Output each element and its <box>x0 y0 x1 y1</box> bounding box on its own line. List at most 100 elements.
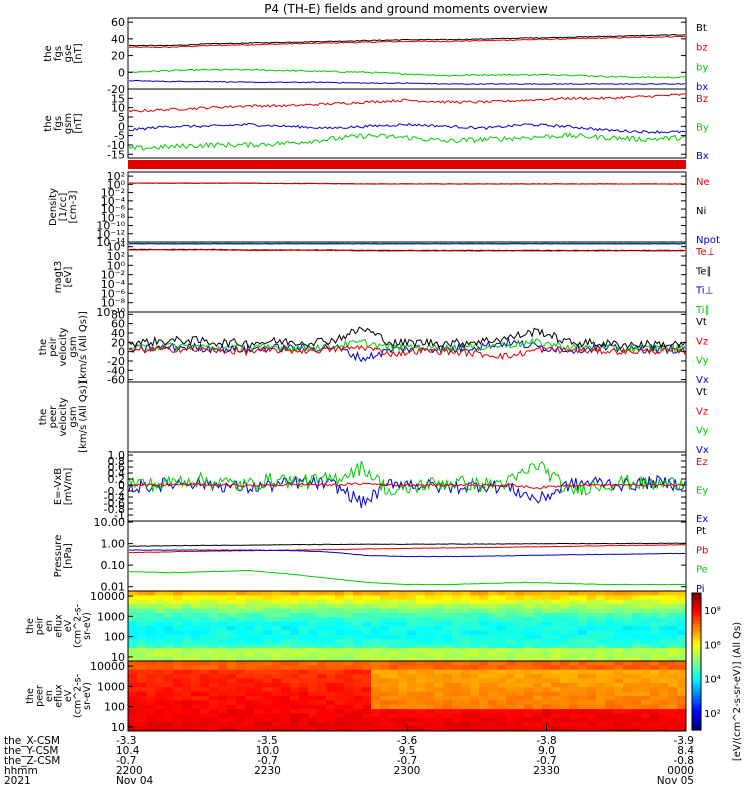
spectrogram-cell <box>299 709 309 714</box>
spectrogram-cell <box>407 595 417 600</box>
spectrogram-cell <box>497 718 507 723</box>
spectrogram-cell <box>245 705 255 710</box>
colorbar-strip <box>692 716 701 720</box>
spectrogram-cell <box>362 617 372 622</box>
spectrogram-cell <box>551 644 561 649</box>
legend-entry: Ez <box>696 457 708 468</box>
spectrogram-cell <box>461 595 471 600</box>
spectrogram-cell <box>164 714 174 719</box>
spectrogram-cell <box>209 644 219 649</box>
spectrogram-cell <box>164 718 174 723</box>
spectrogram-cell <box>236 648 246 653</box>
spectrogram-cell <box>497 674 507 679</box>
colorbar-strip <box>692 679 701 683</box>
spectrogram-cell <box>560 700 570 705</box>
spectrogram-cell <box>407 696 417 701</box>
spectrogram-cell <box>452 714 462 719</box>
spectrogram-cell <box>452 705 462 710</box>
spectrogram-cell <box>254 670 264 675</box>
spectrogram-cell <box>515 696 525 701</box>
spectrogram-cell <box>128 718 138 723</box>
spectrogram-cell <box>407 692 417 697</box>
spectrogram-cell <box>623 648 633 653</box>
spectrogram-cell <box>182 622 192 627</box>
spectrogram-cell <box>461 648 471 653</box>
spectrogram-cell <box>416 692 426 697</box>
spectrogram-cell <box>272 714 282 719</box>
spectrogram-cell <box>443 609 453 614</box>
spectrogram-cell <box>425 661 435 666</box>
spectrogram-cell <box>641 613 651 618</box>
spectrogram-cell <box>398 648 408 653</box>
spectrogram-cell <box>272 595 282 600</box>
spectrogram-cell <box>524 674 534 679</box>
spectrogram-cell <box>641 718 651 723</box>
spectrogram-cell <box>380 665 390 670</box>
spectrogram-cell <box>524 700 534 705</box>
spectrogram-cell <box>506 722 516 727</box>
spectrogram-cell <box>605 722 615 727</box>
spectrogram-cell <box>155 709 165 714</box>
spectrogram-cell <box>677 622 687 627</box>
spectrogram-cell <box>128 683 138 688</box>
spectrogram-cell <box>398 622 408 627</box>
spectrogram-cell <box>461 604 471 609</box>
spectrogram-cell <box>569 679 579 684</box>
spectrogram-cell <box>614 714 624 719</box>
spectrogram-cell <box>587 670 597 675</box>
spectrogram-cell <box>128 670 138 675</box>
spectrogram-cell <box>353 591 363 596</box>
spectrogram-cell <box>623 709 633 714</box>
spectrogram-cell <box>146 709 156 714</box>
spectrogram-cell <box>326 604 336 609</box>
spectrogram-cell <box>560 674 570 679</box>
spectrogram-cell <box>317 700 327 705</box>
spectrogram-cell <box>461 617 471 622</box>
spectrogram-cell <box>380 670 390 675</box>
spectrogram-cell <box>371 683 381 688</box>
spectrogram-cell <box>623 630 633 635</box>
x-tick-date: Nov 04 <box>116 775 154 787</box>
spectrogram-cell <box>677 591 687 596</box>
spectrogram-cell <box>209 679 219 684</box>
spectrogram-cell <box>128 613 138 618</box>
spectrogram-cell <box>515 687 525 692</box>
spectrogram-cell <box>389 635 399 640</box>
spectrogram-cell <box>326 692 336 697</box>
spectrogram-cell <box>236 700 246 705</box>
spectrogram-cell <box>596 700 606 705</box>
spectrogram-cell <box>416 687 426 692</box>
spectrogram-cell <box>173 679 183 684</box>
spectrogram-cell <box>362 622 372 627</box>
spectrogram-cell <box>389 600 399 605</box>
spectrogram-cell <box>578 639 588 644</box>
spectrogram-cell <box>245 700 255 705</box>
spectrogram-cell <box>326 670 336 675</box>
spectrogram-cell <box>623 665 633 670</box>
spectrogram-cell <box>263 626 273 631</box>
spectrogram-cell <box>425 648 435 653</box>
spectrogram-cell <box>677 692 687 697</box>
spectrogram-cell <box>479 661 489 666</box>
spectrogram-cell <box>227 687 237 692</box>
y-tick-label: 1000 <box>97 680 125 693</box>
spectrogram-cell <box>524 679 534 684</box>
spectrogram-cell <box>434 692 444 697</box>
colorbar-strip <box>692 682 701 686</box>
spectrogram-cell <box>236 600 246 605</box>
spectrogram-cell <box>245 674 255 679</box>
spectrogram-cell <box>479 722 489 727</box>
spectrogram-cell <box>515 613 525 618</box>
spectrogram-cell <box>407 617 417 622</box>
spectrogram-cell <box>254 696 264 701</box>
spectrogram-cell <box>308 622 318 627</box>
spectrogram-cell <box>155 700 165 705</box>
spectrogram-cell <box>497 644 507 649</box>
spectrogram-cell <box>560 635 570 640</box>
spectrogram-cell <box>128 709 138 714</box>
spectrogram-cell <box>515 670 525 675</box>
spectrogram-cell <box>290 635 300 640</box>
spectrogram-cell <box>515 652 525 657</box>
spectrogram-cell <box>596 714 606 719</box>
